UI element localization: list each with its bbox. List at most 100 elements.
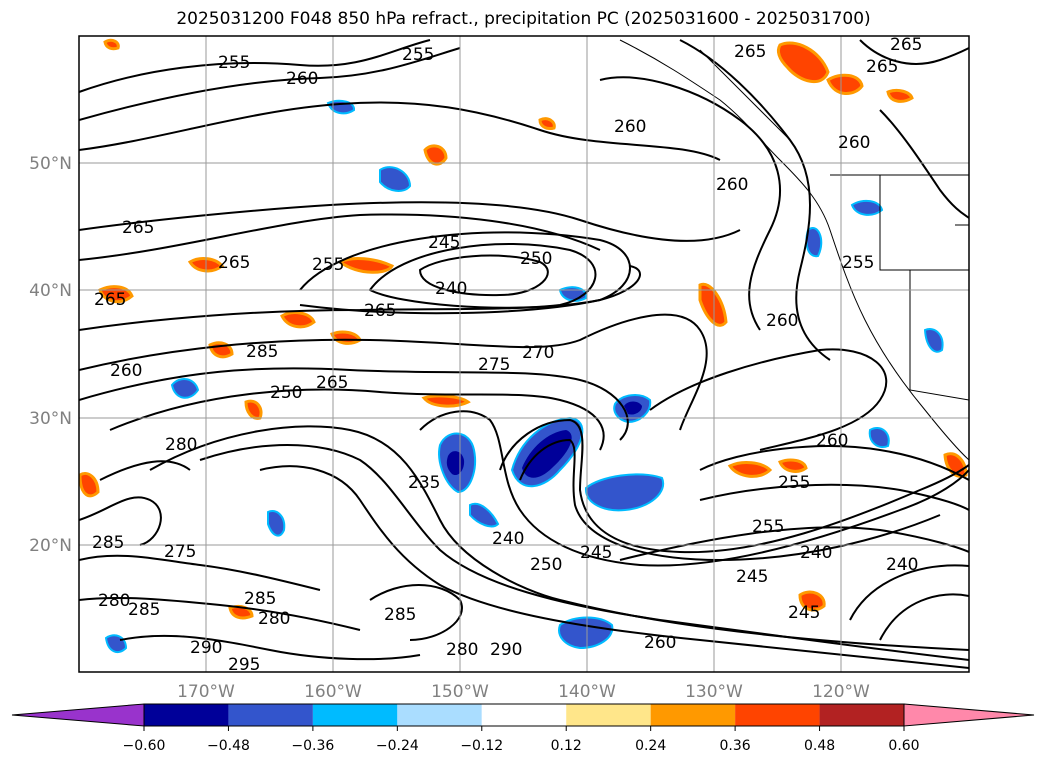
map-plot-area [79,38,969,669]
lon-label: 170°W [177,682,235,702]
refractivity-contours [79,39,969,669]
map-gridlines [79,36,969,672]
contour-label: 245 [736,567,768,587]
shading-blob [170,378,200,399]
lon-label: 120°W [812,682,870,702]
contour-label: 255 [752,517,784,537]
contour-label: 240 [492,529,524,549]
colorbar: −0.60 −0.48 −0.36 −0.24 −0.12 0.12 0.24 0.36 0.4… [11,703,1035,754]
colorbar-box [650,704,736,726]
shading-blob [776,41,830,83]
contour-line [79,201,741,242]
contour-line [879,593,969,641]
colorbar-box [397,704,482,726]
colorbar-tick-label: −0.12 [460,738,503,754]
contour-label: 295 [228,655,260,675]
contour-label: 265 [890,35,922,55]
contour-label: 245 [788,603,820,623]
shading-blob [337,257,395,274]
colorbar-box [819,704,904,726]
coastline [699,49,791,141]
contour-line [79,496,162,546]
colorbar-tick-label: 0.12 [551,738,582,754]
contour-label: 290 [190,638,222,658]
state-border [879,175,969,271]
contour-line [79,596,361,631]
contour-line [79,367,629,441]
longitude-axis: 170°W 160°W 150°W 140°W 130°W 120°W [177,682,870,702]
colorbar-extend-min [11,703,145,727]
contour-line [109,388,605,451]
shading-blob [103,38,120,51]
contour-label: 255 [312,255,344,275]
colorbar-box [735,704,820,726]
contour-label: 245 [580,543,612,563]
contour-label: 280 [165,435,197,455]
contour-line [369,242,597,309]
contour-label: 280 [98,591,130,611]
contour-label: 265 [734,42,766,62]
contour-line [499,419,969,554]
contour-label: 265 [122,218,154,238]
contour-line [619,526,969,561]
contour-line [699,445,969,481]
lon-label: 130°W [685,682,743,702]
colorbar-extend-max [903,703,1035,727]
contour-line [79,101,721,161]
colorbar-tick-label: −0.60 [123,738,166,754]
contour-line [79,213,601,261]
contour-line [599,76,781,331]
lon-label: 150°W [431,682,489,702]
lat-label: 40°N [29,281,72,301]
contour-label: 285 [128,600,160,620]
contour-line [299,231,631,315]
contour-line [419,410,969,567]
contour-line [859,39,969,65]
contour-label: 265 [866,57,898,77]
contour-line [119,634,421,661]
contour-label: 265 [316,373,348,393]
state-border [909,270,969,401]
contour-line [259,465,969,669]
latitude-axis: 50°N 40°N 30°N 20°N [29,154,72,556]
contour-label: 290 [490,640,522,660]
shading-blob [469,502,500,528]
contour-line [79,47,461,121]
contour-label: 260 [816,431,848,451]
shading-blob [778,458,808,473]
contour-line [149,425,969,651]
colorbar-box [312,704,398,726]
contour-line [879,109,969,219]
contour-label: 285 [92,533,124,553]
colorbar-tick-label: −0.24 [376,738,419,754]
shading-blob [267,510,286,537]
contour-line [199,444,969,661]
colorbar-box [144,704,229,726]
shading-blob [826,73,864,95]
contour-line [649,348,888,451]
contour-label: 265 [94,290,126,310]
contour-label: 260 [614,117,646,137]
shading-blob [850,199,884,216]
contour-label: 260 [838,133,870,153]
lat-label: 20°N [29,536,72,556]
contour-label: 245 [428,233,460,253]
lon-label: 140°W [558,682,616,702]
colorbar-tick-label: −0.48 [207,738,250,754]
shading-blob [423,144,448,166]
colorbar-tick-label: 0.60 [888,738,919,754]
contour-label: 255 [218,53,250,73]
shading-blob [584,473,665,512]
contour-label: 240 [435,279,467,299]
contour-label: 255 [778,473,810,493]
contour-labels: 255 260 265 255 265 260 265 265 255 245 … [92,35,922,675]
shading-blob [538,117,556,130]
contour-label: 250 [520,249,552,269]
contour-label: 260 [644,633,676,653]
contour-label: 260 [766,311,798,331]
contour-label: 270 [522,343,554,363]
colorbar-tick-label: 0.24 [635,738,666,754]
contour-label: 240 [800,543,832,563]
contour-label: 280 [446,640,478,660]
colorbar-box [566,704,651,726]
